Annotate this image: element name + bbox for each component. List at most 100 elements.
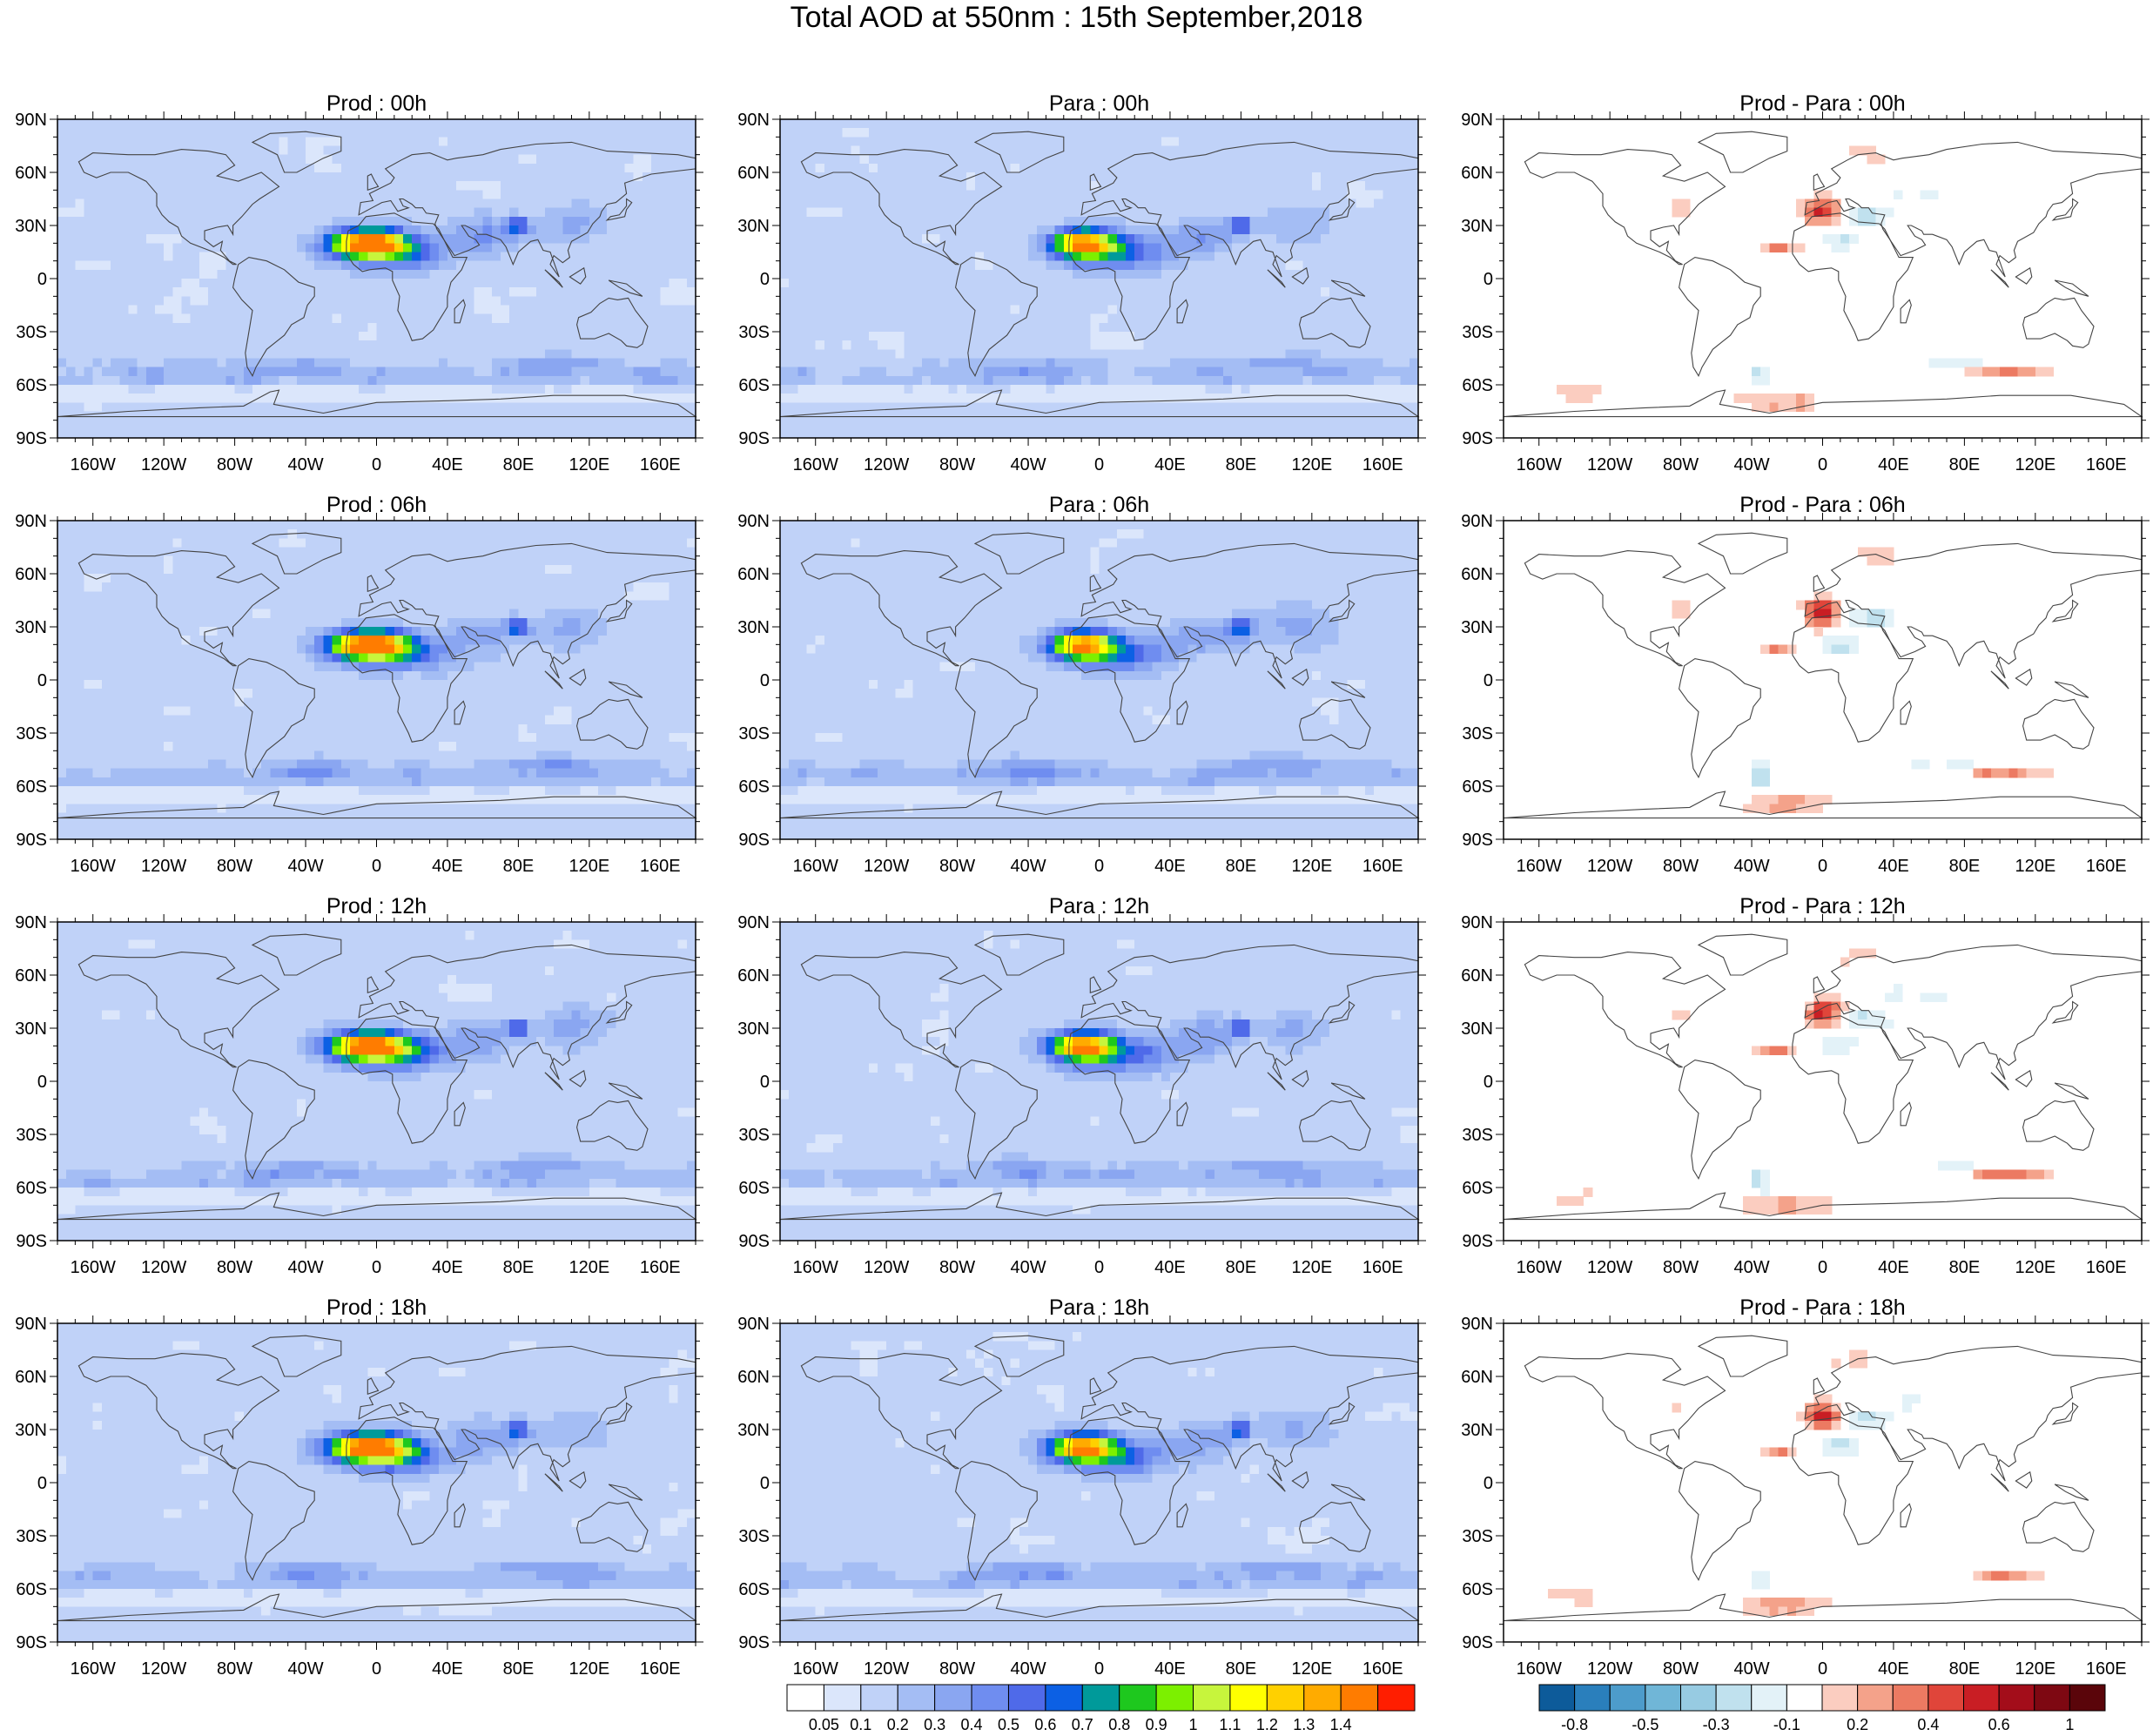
field-cell — [1019, 385, 1029, 394]
field-cell — [544, 145, 555, 156]
field-cell — [1081, 128, 1091, 138]
field-cell — [75, 375, 85, 386]
field-cell — [1400, 172, 1410, 182]
field-cell — [1010, 190, 1020, 200]
field-cell — [931, 234, 940, 244]
field-cell — [181, 225, 192, 235]
field-cell — [270, 207, 280, 218]
field-cell — [859, 313, 870, 324]
field-cell — [1046, 181, 1056, 191]
field-cell — [992, 119, 1003, 129]
field-cell — [491, 216, 501, 226]
field-cell — [181, 163, 192, 173]
field-cell — [306, 287, 315, 297]
field-cell — [616, 394, 626, 403]
field-cell — [84, 243, 94, 253]
field-cell — [1028, 190, 1038, 200]
field-cell — [1329, 154, 1339, 165]
field-cell — [376, 375, 387, 386]
field-cell — [859, 287, 870, 297]
field-cell — [323, 322, 333, 333]
field-cell — [75, 349, 85, 360]
field-cell — [1232, 313, 1241, 324]
field-cell — [323, 279, 333, 288]
field-cell — [1329, 332, 1339, 341]
field-cell — [359, 163, 368, 173]
field-cell — [1232, 216, 1241, 226]
field-cell — [1321, 234, 1330, 244]
field-cell — [1152, 234, 1162, 244]
field-cell — [1205, 260, 1215, 271]
field-cell — [1294, 137, 1304, 147]
field-cell — [1019, 119, 1029, 129]
field-cell — [279, 375, 289, 386]
field-cell — [1391, 322, 1402, 333]
field-cell — [939, 349, 950, 360]
field-cell — [580, 190, 590, 200]
field-cell — [562, 287, 573, 297]
field-cell — [198, 119, 209, 129]
field-cell — [270, 172, 280, 182]
field-cell — [367, 216, 378, 226]
field-cell — [1134, 137, 1144, 147]
field-cell — [562, 216, 573, 226]
field-cell — [589, 260, 599, 271]
field-cell — [877, 279, 887, 288]
field-cell — [518, 190, 528, 200]
field-cell — [332, 313, 342, 324]
field-cell — [1152, 252, 1162, 262]
field-cell — [1107, 252, 1118, 262]
field-cell — [482, 349, 493, 360]
field-cell — [75, 411, 85, 421]
field-cell — [633, 137, 643, 147]
field-cell — [1294, 243, 1304, 253]
field-cell — [904, 296, 914, 306]
field-cell — [1205, 269, 1215, 279]
field-cell — [859, 296, 870, 306]
field-cell — [145, 128, 156, 138]
field-cell — [217, 349, 227, 360]
field-cell — [1054, 375, 1065, 386]
field-cell — [1364, 305, 1375, 315]
field-cell — [1302, 340, 1313, 350]
field-cell — [403, 367, 413, 377]
field-cell — [868, 332, 878, 341]
field-cell — [1276, 260, 1286, 271]
field-cell — [172, 181, 183, 191]
field-cell — [137, 119, 147, 129]
field-cell — [270, 367, 280, 377]
field-cell — [904, 349, 914, 360]
field-cell — [482, 234, 493, 244]
field-cell — [642, 181, 652, 191]
field-cell — [1241, 163, 1251, 173]
field-cell — [101, 207, 111, 218]
field-cell — [84, 145, 94, 156]
field-cell — [172, 198, 183, 209]
field-cell — [234, 234, 245, 244]
field-cell — [482, 385, 493, 394]
field-cell — [145, 252, 156, 262]
field-cell — [482, 163, 493, 173]
field-cell — [833, 385, 843, 394]
field-cell — [1188, 119, 1198, 129]
field-cell — [1364, 332, 1375, 341]
field-cell — [385, 296, 395, 306]
field-cell — [208, 260, 218, 271]
field-cell — [1054, 252, 1065, 262]
field-cell — [589, 234, 599, 244]
field-cell — [1099, 234, 1109, 244]
field-cell — [1143, 385, 1154, 394]
field-cell — [527, 332, 537, 341]
field-cell — [833, 163, 843, 173]
field-cell — [1347, 234, 1357, 244]
field-cell — [1383, 296, 1393, 306]
field-cell — [1107, 296, 1118, 306]
field-cell — [535, 322, 546, 333]
field-cell — [1143, 296, 1154, 306]
field-cell — [474, 358, 484, 368]
field-cell — [1383, 163, 1393, 173]
field-cell — [1409, 154, 1419, 165]
field-cell — [367, 252, 378, 262]
field-cell — [1391, 172, 1402, 182]
field-cell — [651, 287, 661, 297]
